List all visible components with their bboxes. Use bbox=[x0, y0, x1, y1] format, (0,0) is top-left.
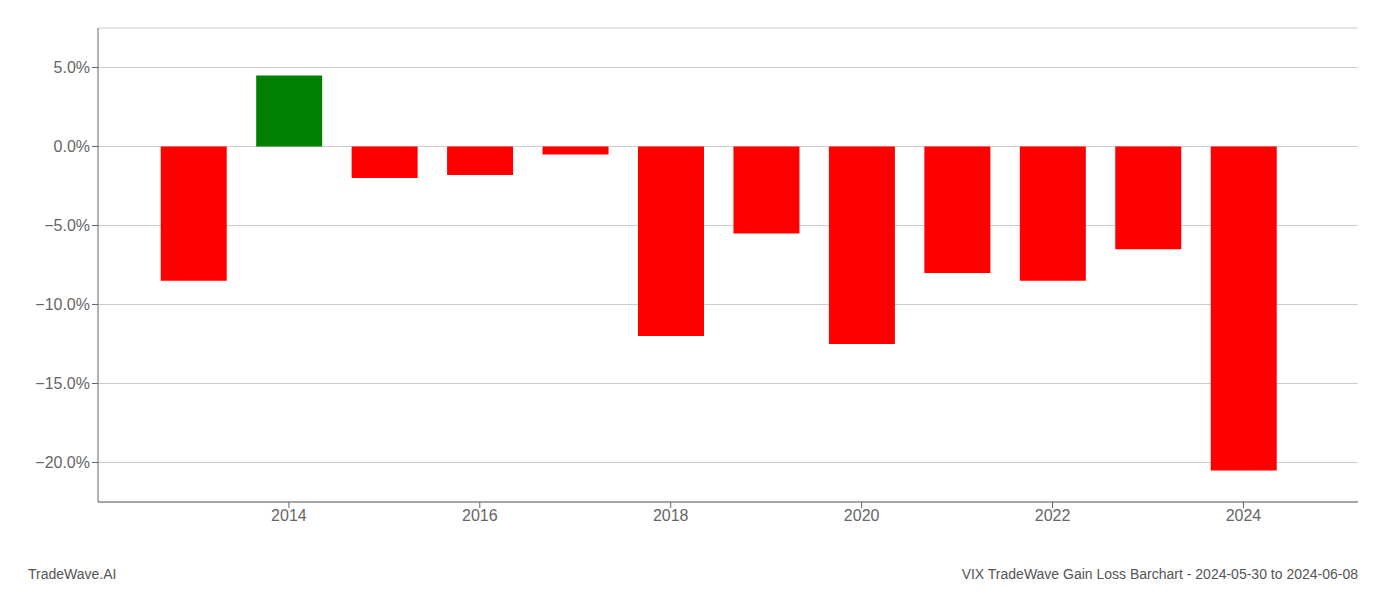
svg-text:2020: 2020 bbox=[844, 507, 880, 524]
svg-text:0.0%: 0.0% bbox=[54, 138, 90, 155]
html-text:TradeWave.AI: TradeWave.AI bbox=[28, 566, 117, 582]
svg-text:−5.0%: −5.0% bbox=[44, 217, 90, 234]
svg-text:−20.0%: −20.0% bbox=[35, 454, 90, 471]
svg-text:2016: 2016 bbox=[462, 507, 498, 524]
svg-text:2014: 2014 bbox=[271, 507, 307, 524]
svg-text:−10.0%: −10.0% bbox=[35, 296, 90, 313]
svg-text:2024: 2024 bbox=[1226, 507, 1262, 524]
svg-text:2018: 2018 bbox=[653, 507, 689, 524]
svg-text:5.0%: 5.0% bbox=[54, 59, 90, 76]
svg-text:2022: 2022 bbox=[1035, 507, 1071, 524]
svg-text:−15.0%: −15.0% bbox=[35, 375, 90, 392]
html-text:VIX TradeWave Gain Loss Barcha: VIX TradeWave Gain Loss Barchart - 2024-… bbox=[961, 566, 1358, 582]
